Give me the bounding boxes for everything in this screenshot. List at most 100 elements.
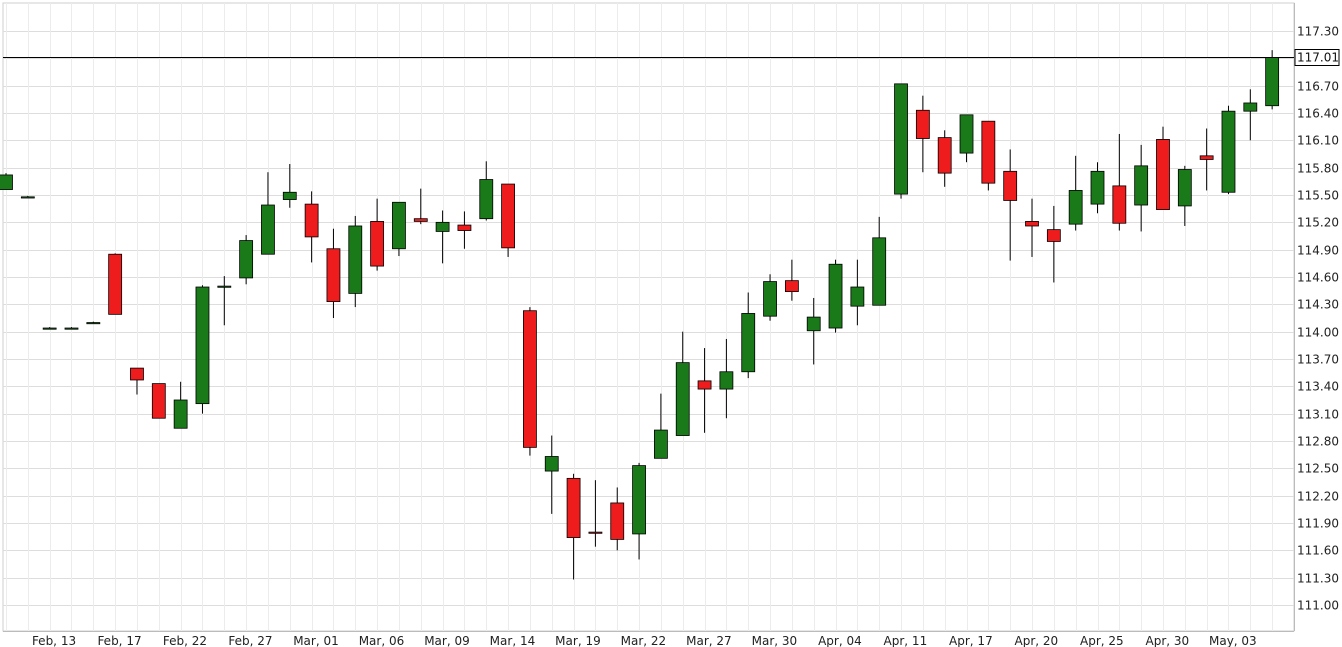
price-axis: 111.00 111.30 111.60 111.90 112.20 112.50 112.… <box>1294 3 1339 631</box>
y-tick-label: 114.30 <box>1297 298 1339 312</box>
candle <box>1090 162 1105 214</box>
candle-body <box>173 399 188 429</box>
candle-body <box>413 218 428 222</box>
candle-body <box>151 383 166 419</box>
x-tick-label: Feb, 22 <box>163 634 207 647</box>
candle-body <box>1156 139 1170 210</box>
candle-body <box>784 280 799 292</box>
last-price-label: 117.01 <box>1297 51 1339 65</box>
candle <box>173 381 188 429</box>
candle <box>348 215 363 308</box>
candle <box>1003 149 1018 261</box>
candle <box>1134 144 1149 232</box>
candle-body <box>1046 229 1061 242</box>
candle-body <box>850 286 865 307</box>
candle <box>195 285 210 414</box>
x-tick-label: Feb, 17 <box>97 634 141 647</box>
x-tick-label: Apr, 11 <box>884 634 928 647</box>
candle <box>741 292 756 379</box>
candle-body <box>675 362 690 436</box>
candle-body <box>1025 221 1039 227</box>
x-tick-label: Apr, 04 <box>818 634 862 647</box>
candle <box>1177 165 1192 226</box>
candle <box>1156 126 1170 210</box>
candle <box>42 327 57 330</box>
y-tick-label: 114.00 <box>1297 326 1339 340</box>
candle <box>610 487 625 551</box>
y-tick-label: 117.30 <box>1297 25 1339 39</box>
candle <box>370 198 385 271</box>
candle <box>501 183 515 257</box>
candle-body <box>806 316 821 332</box>
x-tick-label: Mar, 19 <box>555 634 601 647</box>
candle-body <box>741 313 756 373</box>
candle <box>719 338 734 419</box>
candle-body <box>1199 155 1214 160</box>
candle-body <box>86 322 101 325</box>
y-tick-label: 115.50 <box>1297 189 1339 203</box>
x-tick-label: Mar, 01 <box>293 634 339 647</box>
candle-body <box>1112 185 1127 224</box>
candle <box>828 259 843 333</box>
x-tick-label: Mar, 22 <box>621 634 667 647</box>
candle <box>763 274 777 321</box>
candle-body <box>348 225 363 294</box>
candle <box>588 480 603 547</box>
y-tick-label: 115.80 <box>1297 162 1339 176</box>
candle-body <box>1221 110 1236 193</box>
candle-body <box>632 465 646 535</box>
candle <box>981 120 996 191</box>
last-price-marker: 117.01 <box>3 49 1340 66</box>
x-tick-label: Apr, 20 <box>1015 634 1059 647</box>
candle <box>872 216 887 306</box>
candle-body <box>1090 170 1105 205</box>
date-axis: Feb, 13 Feb, 17 Feb, 22 Feb, 27 Mar, 01 Mar, … <box>3 631 1294 647</box>
candle <box>784 259 799 301</box>
candle <box>108 253 123 315</box>
y-tick-label: 112.50 <box>1297 462 1339 476</box>
candles-layer <box>0 50 1280 580</box>
candle-body <box>719 371 734 390</box>
candle <box>806 297 821 365</box>
candle <box>1199 128 1214 191</box>
y-tick-label: 113.70 <box>1297 353 1339 367</box>
y-tick-label: 116.40 <box>1297 107 1339 121</box>
candle <box>1025 198 1039 257</box>
candle-body <box>544 456 559 472</box>
candle-body <box>20 196 35 199</box>
candle-body <box>64 327 79 330</box>
candle-body <box>566 477 581 538</box>
candle-body <box>1265 57 1280 107</box>
candle-body <box>959 114 974 154</box>
candle-body <box>1177 169 1192 207</box>
y-tick-label: 114.90 <box>1297 244 1339 258</box>
x-tick-label: Mar, 30 <box>752 634 798 647</box>
x-tick-label: Feb, 13 <box>32 634 76 647</box>
candle-body <box>828 263 843 329</box>
candle <box>479 161 494 221</box>
candle-body <box>0 174 13 190</box>
candle <box>523 307 537 456</box>
y-tick-label: 112.20 <box>1297 490 1339 504</box>
candle-body <box>937 137 952 174</box>
candle <box>435 210 450 264</box>
candle <box>566 473 581 580</box>
candle-body <box>392 201 406 250</box>
candle <box>937 130 952 187</box>
candle-body <box>457 224 472 231</box>
candle <box>457 211 472 249</box>
candle-body <box>370 221 385 267</box>
candle-body <box>1243 102 1258 112</box>
y-tick-label: 111.60 <box>1297 544 1339 558</box>
x-tick-label: Mar, 14 <box>490 634 536 647</box>
candle <box>697 348 712 433</box>
y-tick-label: 111.00 <box>1297 599 1339 613</box>
candle <box>64 327 79 330</box>
candle <box>850 259 865 326</box>
candle <box>304 191 319 263</box>
candle <box>130 367 144 395</box>
candle-body <box>610 502 625 540</box>
x-tick-label: Apr, 17 <box>949 634 993 647</box>
candle-body <box>239 240 254 279</box>
